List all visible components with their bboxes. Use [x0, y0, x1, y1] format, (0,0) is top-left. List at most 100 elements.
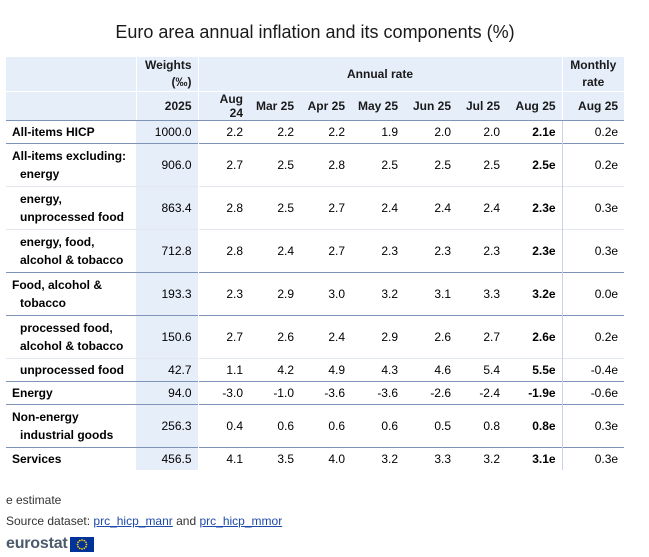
annual-rate-cell: 2.2	[198, 120, 249, 144]
annual-rate-cell: 2.4	[457, 186, 506, 230]
annual-rate-cell: 0.6	[351, 404, 404, 448]
annual-rate-cell: 2.3	[404, 229, 457, 273]
column-header: Mar 25	[249, 91, 300, 121]
row-label-line1: unprocessed food	[20, 363, 125, 377]
annual-rate-cell: 2.4	[404, 186, 457, 230]
annual-rate-cell: 2.9	[351, 315, 404, 359]
row-label-line1: energy, food,	[20, 235, 95, 249]
header-monthly-rate: Monthly rate	[562, 57, 625, 92]
table-row: Food, alcohol & tobacco 193.3 2.3 2.9 3.0 3.2 3…	[6, 272, 625, 316]
annual-rate-cell: 2.0	[457, 120, 506, 144]
weight-cell: 712.8	[136, 229, 199, 273]
row-label-line2: tobacco	[20, 296, 67, 310]
annual-rate-cell: 2.9	[249, 272, 300, 316]
table-row: energy, food, alcohol & tobacco 712.8 2.8 2.…	[6, 229, 625, 273]
annual-rate-cell: 3.0	[300, 272, 351, 316]
annual-rate-cell: 2.3	[457, 229, 506, 273]
annual-rate-cell: 3.2	[457, 447, 506, 470]
header-corner	[6, 57, 137, 92]
annual-rate-cell: 2.6	[249, 315, 300, 359]
annual-rate-cell: 2.3	[351, 229, 404, 273]
annual-rate-cell: 2.1e	[506, 120, 563, 144]
header-monthly-rate-line2: rate	[582, 75, 605, 89]
annual-rate-cell: 0.5	[404, 404, 457, 448]
monthly-rate-cell: -0.4e	[562, 358, 625, 382]
annual-rate-cell: 2.4	[351, 186, 404, 230]
weight-cell: 42.7	[136, 358, 199, 382]
row-label-line1: energy,	[20, 192, 62, 206]
eurostat-logo-text: eurostat	[6, 535, 68, 552]
row-label-line2: unprocessed food	[20, 210, 125, 224]
table-row: unprocessed food 42.7 1.1 4.2 4.9 4.3 4.6 5.4 5.…	[6, 358, 625, 382]
annual-rate-cell: 0.4	[198, 404, 249, 448]
annual-rate-cell: 2.8	[198, 186, 249, 230]
row-label-line1: processed food,	[20, 321, 113, 335]
annual-rate-cell: 3.2	[351, 447, 404, 470]
annual-rate-cell: -1.0	[249, 381, 300, 405]
row-label-line1: All-items excluding:	[12, 149, 127, 163]
eu-flag-icon	[69, 536, 94, 552]
annual-rate-cell: 3.2e	[506, 272, 563, 316]
monthly-rate-cell: 0.2e	[562, 120, 625, 144]
annual-rate-cell: 4.0	[300, 447, 351, 470]
header-weights-year: 2025	[136, 91, 199, 121]
row-label: energy, unprocessed food	[6, 186, 136, 230]
annual-rate-cell: 1.1	[198, 358, 249, 382]
column-header-monthly: Aug 25	[562, 91, 625, 121]
table-row: Non-energy industrial goods 256.3 0.4 0.6 0.6…	[6, 404, 625, 448]
annual-rate-cell: 2.6	[404, 315, 457, 359]
annual-rate-cell: 0.8e	[506, 404, 563, 448]
row-label-line2: alcohol & tobacco	[20, 253, 124, 267]
source-connector: and	[176, 514, 197, 528]
annual-rate-cell: 2.2	[249, 120, 300, 144]
row-label: Services	[6, 447, 136, 470]
monthly-rate-cell: 0.2e	[562, 315, 625, 359]
monthly-rate-cell: 0.2e	[562, 143, 625, 187]
annual-rate-cell: 2.7	[300, 229, 351, 273]
annual-rate-cell: 2.7	[198, 143, 249, 187]
header-corner-2	[6, 91, 137, 121]
annual-rate-cell: 2.3e	[506, 229, 563, 273]
table-row: Energy 94.0 -3.0 -1.0 -3.6 -3.6 -2.6 -2.4 -1.9e -…	[6, 381, 625, 405]
row-label-line1: Non-energy	[12, 410, 79, 424]
annual-rate-cell: 0.6	[249, 404, 300, 448]
table-row: processed food, alcohol & tobacco 150.6 2.7…	[6, 315, 625, 359]
annual-rate-cell: 2.5	[404, 143, 457, 187]
annual-rate-cell: 2.5	[351, 143, 404, 187]
annual-rate-cell: 3.5	[249, 447, 300, 470]
annual-rate-cell: 2.4	[300, 315, 351, 359]
annual-rate-cell: 2.8	[198, 229, 249, 273]
monthly-rate-cell: 0.3e	[562, 447, 625, 470]
annual-rate-cell: 2.7	[300, 186, 351, 230]
column-header: Jun 25	[404, 91, 457, 121]
annual-rate-cell: 2.5	[457, 143, 506, 187]
row-label: Food, alcohol & tobacco	[6, 272, 136, 316]
annual-rate-cell: 3.2	[351, 272, 404, 316]
column-header: Apr 25	[300, 91, 351, 121]
estimate-note: e estimate	[6, 493, 62, 507]
column-header: Aug 25	[506, 91, 563, 121]
annual-rate-cell: 2.8	[300, 143, 351, 187]
annual-rate-cell: -3.0	[198, 381, 249, 405]
weight-cell: 906.0	[136, 143, 199, 187]
annual-rate-cell: 5.5e	[506, 358, 563, 382]
inflation-table: Weights (‰) Annual rate Monthly rate 202…	[6, 57, 625, 470]
weight-cell: 256.3	[136, 404, 199, 448]
row-label-line1: Food, alcohol &	[12, 278, 102, 292]
header-weights-unit: (‰)	[171, 75, 192, 89]
monthly-rate-cell: 0.0e	[562, 272, 625, 316]
row-label-line1: Services	[12, 452, 62, 466]
annual-rate-cell: 4.1	[198, 447, 249, 470]
source-link-manr[interactable]: prc_hicp_manr	[93, 514, 173, 528]
row-label: All-items excluding: energy	[6, 143, 136, 187]
table-row: Services 456.5 4.1 3.5 4.0 3.2 3.3 3.2 3.1e 0.3e	[6, 447, 625, 470]
source-link-mmor[interactable]: prc_hicp_mmor	[199, 514, 283, 528]
annual-rate-cell: 2.7	[198, 315, 249, 359]
row-label: unprocessed food	[6, 358, 136, 382]
row-label: All-items HICP	[6, 120, 136, 144]
weight-cell: 1000.0	[136, 120, 199, 144]
annual-rate-cell: 2.0	[404, 120, 457, 144]
header-weights: Weights (‰)	[136, 57, 199, 92]
table-title: Euro area annual inflation and its compo…	[115, 22, 515, 42]
weight-cell: 94.0	[136, 381, 199, 405]
